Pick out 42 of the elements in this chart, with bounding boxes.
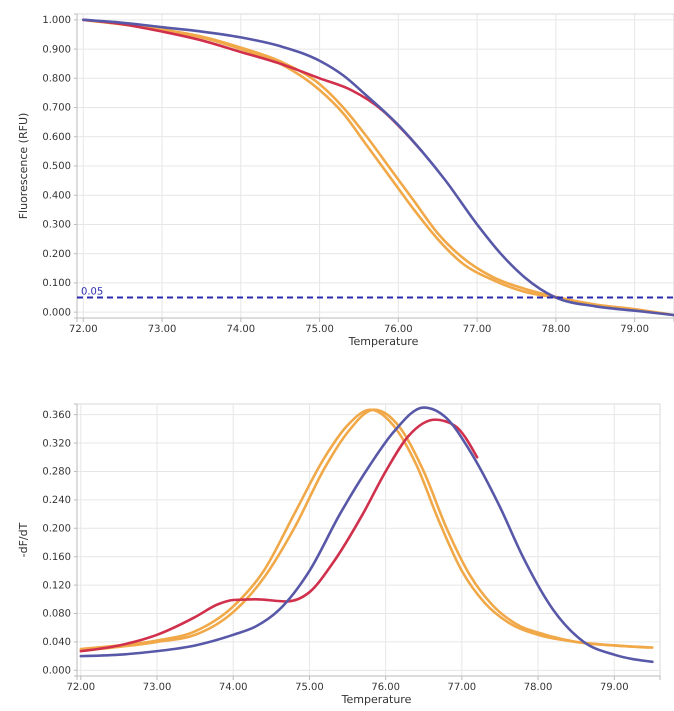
y-tick-label: 0.300 bbox=[42, 220, 71, 231]
y-tick-label: 0.280 bbox=[42, 466, 71, 478]
x-tick-label: 79.00 bbox=[600, 682, 629, 694]
y-tick-label: 0.000 bbox=[42, 666, 71, 677]
y-axis-title: Fluorescence (RFU) bbox=[17, 112, 30, 220]
x-tick-label: 72.00 bbox=[66, 682, 96, 694]
y-tick-label: 0.240 bbox=[42, 495, 71, 506]
y-tick-label: 0.120 bbox=[42, 580, 71, 592]
y-tick-label: 0.200 bbox=[42, 523, 71, 534]
y-tick-label: 0.700 bbox=[42, 102, 71, 114]
x-tick-label: 76.00 bbox=[384, 324, 413, 336]
x-tick-label: 74.00 bbox=[218, 682, 248, 694]
y-tick-label: 0.040 bbox=[42, 637, 71, 648]
x-tick-label: 79.00 bbox=[620, 324, 649, 336]
x-tick-label: 78.00 bbox=[524, 682, 552, 694]
x-tick-label: 75.00 bbox=[305, 324, 334, 336]
y-tick-label: 0.000 bbox=[42, 307, 71, 318]
x-tick-label: 73.00 bbox=[148, 324, 176, 336]
x-tick-label: 73.00 bbox=[142, 682, 172, 694]
y-tick-label: 0.160 bbox=[42, 552, 71, 563]
ref-line-label: 0.05 bbox=[81, 286, 104, 298]
x-tick-label: 77.00 bbox=[448, 682, 476, 694]
y-tick-label: 0.900 bbox=[42, 44, 71, 56]
x-tick-label: 77.00 bbox=[462, 324, 492, 336]
x-tick-label: 75.00 bbox=[295, 682, 324, 694]
x-tick-label: 72.00 bbox=[68, 324, 98, 336]
y-tick-label: 0.600 bbox=[42, 132, 71, 143]
x-axis-title: Temperature bbox=[348, 335, 419, 348]
y-tick-label: 0.400 bbox=[42, 190, 71, 202]
x-axis-title: Temperature bbox=[340, 693, 412, 706]
y-tick-label: 0.500 bbox=[42, 161, 71, 172]
y-tick-label: 0.320 bbox=[42, 438, 71, 450]
y-tick-label: 0.360 bbox=[42, 410, 71, 421]
y-axis-title: -dF/dT bbox=[17, 522, 30, 558]
x-tick-label: 78.00 bbox=[542, 324, 570, 336]
y-tick-label: 1.000 bbox=[42, 15, 71, 26]
y-tick-label: 0.080 bbox=[42, 608, 71, 620]
y-tick-label: 0.200 bbox=[42, 248, 71, 260]
y-tick-label: 0.800 bbox=[42, 74, 71, 85]
x-tick-label: 76.00 bbox=[371, 682, 400, 694]
y-tick-label: 0.100 bbox=[42, 278, 71, 290]
x-tick-label: 74.00 bbox=[226, 324, 256, 336]
